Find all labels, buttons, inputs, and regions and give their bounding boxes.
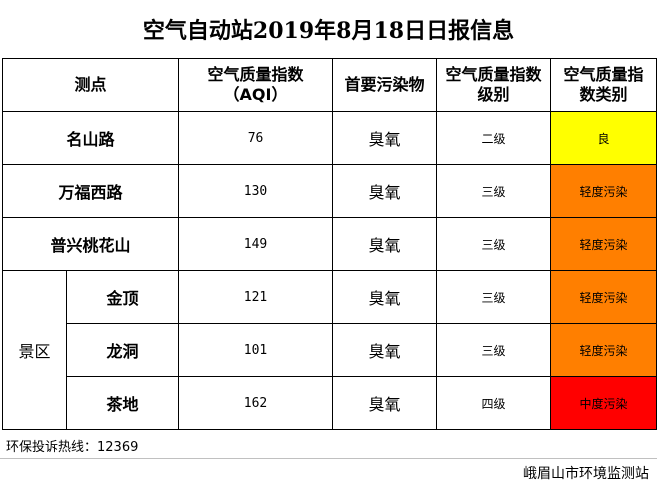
aqi-category: 轻度污染: [550, 217, 657, 271]
aqi-value: 149: [178, 217, 334, 271]
agency-name: 峨眉山市环境监测站: [523, 466, 649, 482]
table-row: 景区 金顶 121 臭氧 三级 轻度污染: [2, 270, 657, 430]
aqi-category: 轻度污染: [550, 164, 657, 218]
aqi-value: 121: [178, 270, 334, 324]
table-row: 普兴桃花山 149 臭氧 三级 轻度污染: [1, 217, 657, 271]
station-name: 茶地: [65, 376, 180, 430]
aqi-level: 二级: [436, 111, 552, 165]
aqi-category: 轻度污染: [550, 270, 657, 324]
primary-pollutant: 臭氧: [332, 217, 438, 271]
scenic-group-label: 景区: [2, 270, 67, 430]
primary-pollutant: 臭氧: [332, 270, 438, 324]
primary-pollutant: 臭氧: [332, 376, 438, 430]
table-row: 龙洞 101 臭氧 三级 轻度污染: [3, 323, 657, 377]
aqi-category: 中度污染: [550, 376, 657, 430]
header-pollutant: 首要污染物: [332, 58, 438, 112]
aqi-level: 三级: [436, 217, 552, 271]
aqi-level: 三级: [436, 270, 552, 324]
header-level-line2: 级别: [477, 85, 510, 104]
header-station: 测点: [1, 58, 180, 112]
station-name: 金顶: [65, 270, 180, 324]
header-level-line1: 空气质量指数: [445, 65, 542, 84]
station-name: 龙洞: [65, 323, 180, 377]
footer-divider: [0, 458, 657, 459]
aqi-value: 162: [178, 376, 334, 430]
table-row: 名山路 76 臭氧 二级 良: [1, 111, 657, 165]
header-category-line2: 数类别: [579, 85, 628, 104]
primary-pollutant: 臭氧: [332, 111, 438, 165]
complaint-hotline: 环保投诉热线：12369: [6, 440, 139, 455]
header-category-line1: 空气质量指: [563, 65, 644, 84]
aqi-value: 130: [178, 164, 334, 218]
aqi-report-table: 测点 空气质量指数 （AQI） 首要污染物 空气质量指数 级别 空气质量指 数类…: [1, 58, 657, 430]
table-header-row: 测点 空气质量指数 （AQI） 首要污染物 空气质量指数 级别 空气质量指 数类…: [1, 58, 657, 112]
aqi-value: 76: [178, 111, 334, 165]
header-level: 空气质量指数 级别: [436, 58, 552, 112]
table-row: 万福西路 130 臭氧 三级 轻度污染: [1, 164, 657, 218]
station-name: 万福西路: [1, 164, 180, 218]
aqi-category: 轻度污染: [550, 323, 657, 377]
aqi-level: 三级: [436, 323, 552, 377]
primary-pollutant: 臭氧: [332, 164, 438, 218]
aqi-level: 三级: [436, 164, 552, 218]
primary-pollutant: 臭氧: [332, 323, 438, 377]
aqi-level: 四级: [436, 376, 552, 430]
aqi-category: 良: [550, 111, 657, 165]
header-category: 空气质量指 数类别: [550, 58, 657, 112]
aqi-value: 101: [178, 323, 334, 377]
table-row: 茶地 162 臭氧 四级 中度污染: [3, 376, 657, 430]
header-aqi-line1: 空气质量指数: [207, 65, 304, 84]
header-aqi: 空气质量指数 （AQI）: [178, 58, 334, 112]
station-name: 普兴桃花山: [1, 217, 180, 271]
station-name: 名山路: [1, 111, 180, 165]
header-aqi-line2: （AQI）: [223, 85, 288, 104]
report-title: 空气自动站2019年8月18日日报信息: [142, 18, 515, 44]
